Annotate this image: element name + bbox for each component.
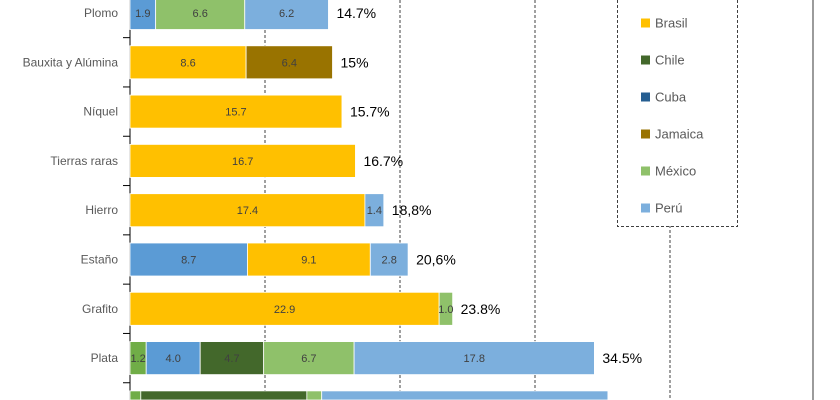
bar-segment xyxy=(369,242,409,277)
legend-label: Jamaica xyxy=(655,127,704,142)
category-label: Grafito xyxy=(82,302,118,316)
bar-segment xyxy=(145,341,201,376)
legend-box xyxy=(617,0,738,227)
category-label: Plomo xyxy=(84,6,118,20)
legend-background xyxy=(617,0,737,226)
bar-segment xyxy=(353,341,595,376)
total-label: 14.7% xyxy=(336,5,376,21)
bar-segment xyxy=(245,45,333,80)
category-label: Tierras raras xyxy=(50,154,118,168)
bar-segment xyxy=(129,242,248,277)
bar-segment xyxy=(129,193,366,228)
category-label: Hierro xyxy=(85,203,118,217)
total-label: 20,6% xyxy=(416,252,456,268)
bar-segment xyxy=(140,390,308,400)
legend-swatch xyxy=(641,129,650,139)
segment-label: 4.7 xyxy=(224,353,239,365)
segment-label: 15.7 xyxy=(225,107,246,119)
segment-label: 17.4 xyxy=(237,205,258,217)
legend-swatch xyxy=(641,18,650,28)
legend-label: Brasil xyxy=(655,16,688,31)
segment-label: 22.9 xyxy=(274,304,295,316)
total-label: 34.5% xyxy=(602,350,642,366)
total-label: 16.7% xyxy=(363,153,403,169)
category-label: Plata xyxy=(91,351,119,365)
bar-segment xyxy=(364,193,385,228)
bar-segment xyxy=(244,0,329,30)
segment-label: 6.7 xyxy=(301,353,316,365)
category-label: Estaño xyxy=(81,253,119,267)
legend-swatch xyxy=(641,166,650,176)
bar-segment xyxy=(129,45,247,80)
bar-segment xyxy=(263,341,355,376)
legend-label: Chile xyxy=(655,53,685,68)
segment-label: 8.6 xyxy=(180,57,195,69)
segment-label: 6.2 xyxy=(279,8,294,20)
legend-swatch xyxy=(641,203,650,213)
segment-label: 1.0 xyxy=(438,304,453,316)
bar-segment xyxy=(155,0,246,30)
bar-segment xyxy=(199,341,265,376)
legend-label: Cuba xyxy=(655,90,687,105)
legend-swatch xyxy=(641,92,650,102)
bar-segment xyxy=(129,390,142,400)
segment-label: 1.4 xyxy=(367,205,382,217)
segment-label: 9.1 xyxy=(301,255,316,267)
bar-segment xyxy=(129,143,356,178)
legend-label: México xyxy=(655,164,696,179)
bar-segment xyxy=(321,390,609,400)
segment-label: 6.6 xyxy=(193,8,208,20)
segment-label: 1.2 xyxy=(130,353,145,365)
segment-label: 17.8 xyxy=(464,353,485,365)
segment-label: 6.4 xyxy=(282,57,297,69)
total-label: 23.8% xyxy=(461,301,501,317)
segment-label: 8.7 xyxy=(181,255,196,267)
legend-label: Perú xyxy=(655,201,682,216)
category-label: Níquel xyxy=(83,105,118,119)
bar-segment xyxy=(306,390,323,400)
bar-segment xyxy=(129,291,440,326)
total-label: 15.7% xyxy=(350,104,390,120)
total-label: 15% xyxy=(341,54,369,70)
bar-segment xyxy=(247,242,371,277)
segment-label: 16.7 xyxy=(232,156,253,168)
bar-segment xyxy=(438,291,454,326)
segment-label: 2.8 xyxy=(382,255,397,267)
category-label: Bauxita y Alúmina xyxy=(23,55,119,69)
total-label: 18,8% xyxy=(392,202,432,218)
bar-segment xyxy=(129,0,157,30)
legend-swatch xyxy=(641,55,650,65)
segment-label: 4.0 xyxy=(166,353,181,365)
bar-segment xyxy=(129,94,343,129)
segment-label: 1.9 xyxy=(135,8,150,20)
